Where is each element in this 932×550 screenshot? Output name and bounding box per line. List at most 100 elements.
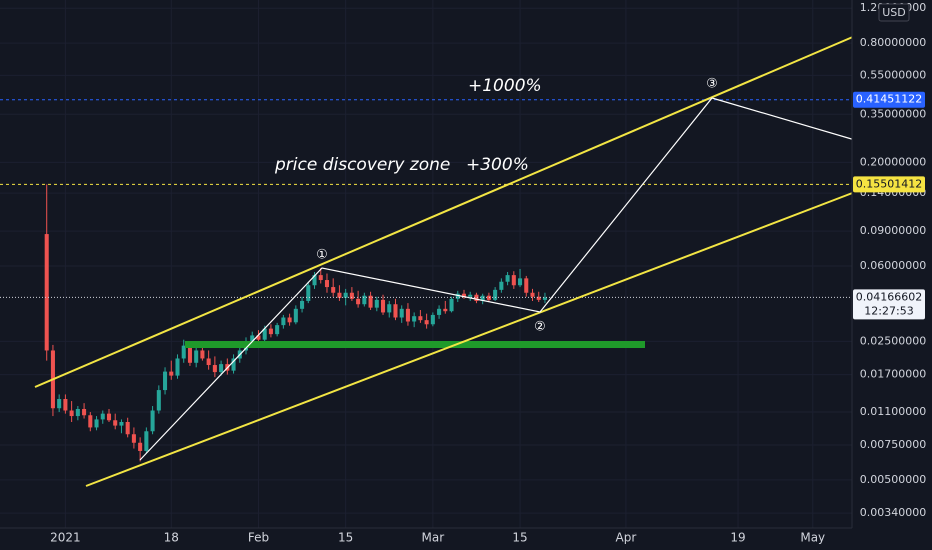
candle-body <box>206 358 211 366</box>
x-tick-label: 19 <box>730 531 745 545</box>
candle-body <box>275 325 280 335</box>
y-tick-label: 0.06000000 <box>860 259 926 272</box>
y-tick-label: 0.20000000 <box>860 155 926 168</box>
candle-body <box>106 413 112 421</box>
candle-body <box>324 280 329 288</box>
candle-body <box>57 399 62 409</box>
candle-body <box>356 298 361 305</box>
price-label-box <box>853 91 925 108</box>
y-tick-label: 0.00750000 <box>860 438 926 451</box>
y-tick-label: 0.35000000 <box>860 107 926 120</box>
candle-body <box>200 350 205 359</box>
annotation: +300% <box>466 155 529 175</box>
candle-body <box>349 292 354 299</box>
y-tick-label: 0.80000000 <box>860 36 926 49</box>
candle-body <box>480 295 485 301</box>
candle-body <box>337 292 342 298</box>
candle-body <box>486 295 491 300</box>
candle-body <box>125 421 130 435</box>
annotation: price discovery zone <box>274 155 450 175</box>
y-tick-label: 0.02500000 <box>860 334 926 347</box>
candle-body <box>461 293 467 297</box>
candle-body <box>287 317 292 323</box>
candle-body <box>530 292 535 297</box>
candle-body <box>405 308 410 322</box>
price-axis <box>852 0 932 550</box>
candle-body <box>119 421 124 426</box>
candle-body <box>181 345 186 359</box>
candle-body <box>468 294 473 297</box>
candle-body <box>175 358 180 376</box>
current-price-box <box>853 289 925 320</box>
candle-body <box>524 278 529 293</box>
channel-upper <box>34 35 856 388</box>
candle-body <box>430 314 435 325</box>
x-tick-label: Apr <box>616 531 637 545</box>
candle-body <box>306 285 311 301</box>
support-zone <box>185 341 645 348</box>
candle-body <box>268 328 273 335</box>
candle-body <box>331 287 336 293</box>
candle-body <box>169 371 174 376</box>
currency: USD <box>882 6 906 19</box>
candle-body <box>362 295 367 305</box>
price-label-box <box>853 176 925 193</box>
candle-body <box>474 294 479 301</box>
x-tick-label: 18 <box>164 531 179 545</box>
candle-body <box>343 292 348 298</box>
x-tick-label: Mar <box>422 531 445 545</box>
candle-body <box>163 371 168 391</box>
drawings: ① ② ③ +1000% price discovery zone +300% <box>34 35 856 487</box>
x-tick-label: 15 <box>338 531 353 545</box>
candle-body <box>100 413 105 420</box>
candle-body <box>499 281 504 290</box>
candle-body <box>156 390 161 411</box>
candle-body <box>511 275 516 286</box>
y-tick-label: 0.00500000 <box>860 473 926 486</box>
candle-body <box>256 335 261 340</box>
annotation: +1000% <box>468 76 542 96</box>
candle-body <box>536 296 541 300</box>
countdown: 12:27:53 <box>864 304 913 317</box>
candle-body <box>437 308 442 315</box>
candle-body <box>219 364 224 373</box>
candle-body <box>293 308 298 323</box>
candle-body <box>138 442 143 451</box>
candle-body <box>212 365 217 373</box>
candle-body <box>113 420 118 426</box>
axis-labels: 1.200000000.800000000.550000000.35000000… <box>50 1 926 544</box>
x-tick-label: 2021 <box>50 531 81 545</box>
candle-body <box>88 415 93 428</box>
candle-body <box>63 399 68 411</box>
candle-body <box>418 316 423 321</box>
candle-body <box>281 317 286 326</box>
candle-body <box>387 304 392 313</box>
candle-body <box>300 300 305 309</box>
channel-lower <box>85 191 856 487</box>
wave-path <box>139 97 856 461</box>
wave-label: ③ <box>706 77 718 92</box>
x-tick-label: May <box>800 531 825 545</box>
x-tick-label: Feb <box>248 531 269 545</box>
candle-body <box>144 431 149 451</box>
current-price: 0.04166602 <box>856 290 922 303</box>
y-tick-label: 0.01100000 <box>860 405 926 418</box>
candle-body <box>368 295 373 308</box>
candle-body <box>318 275 323 281</box>
candle-body <box>94 419 99 428</box>
candle-body <box>455 293 460 299</box>
candle-body <box>412 316 417 322</box>
y-tick-label: 0.55000000 <box>860 68 926 81</box>
candle-body <box>194 350 199 363</box>
candle-body <box>443 308 448 312</box>
candle-body <box>399 308 404 318</box>
wave-label: ① <box>316 248 328 263</box>
candle-body <box>69 410 74 417</box>
candle-body <box>44 234 49 351</box>
candle-body <box>493 289 498 300</box>
wave-label: ② <box>534 320 546 335</box>
candle-body <box>449 298 454 312</box>
candle-body <box>75 408 80 417</box>
